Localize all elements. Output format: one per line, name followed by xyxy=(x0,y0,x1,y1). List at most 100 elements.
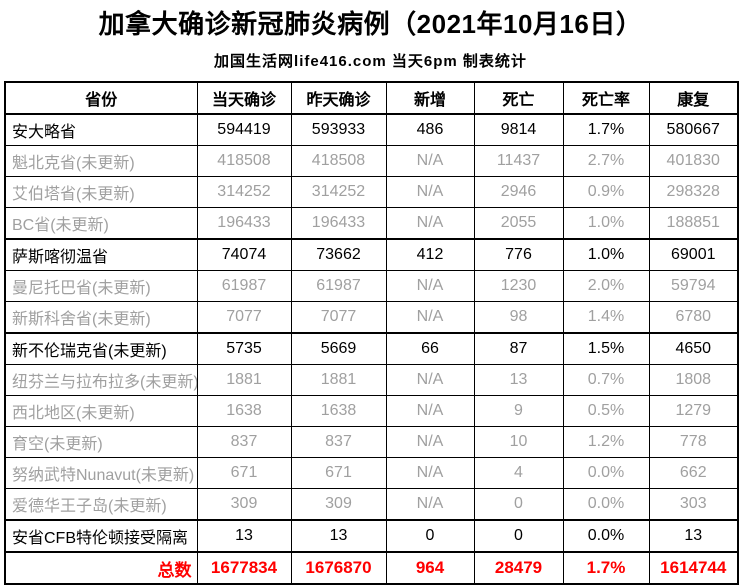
value-cell: 0.0% xyxy=(562,519,650,553)
value-cell: 2.0% xyxy=(562,270,650,302)
table-row: BC省(未更新) 196433 196433 N/A 2055 1.0% 188851 xyxy=(4,207,739,240)
value-cell: 61987 xyxy=(196,270,292,302)
value-cell: 59794 xyxy=(648,270,739,302)
value-cell: 580667 xyxy=(648,113,739,146)
column-header-4: 死亡 xyxy=(473,81,564,115)
value-cell: 1677834 xyxy=(196,551,292,585)
value-cell: N/A xyxy=(385,176,475,208)
value-cell: 298328 xyxy=(648,176,739,208)
table-row: 魁北克省(未更新) 418508 418508 N/A 11437 2.7% 401830 xyxy=(4,145,739,177)
value-cell: N/A xyxy=(385,364,475,396)
table-row: 艾伯塔省(未更新) 314252 314252 N/A 2946 0.9% 298328 xyxy=(4,176,739,208)
province-cell: 魁北克省(未更新) xyxy=(4,145,198,177)
province-cell: 新斯科舍省(未更新) xyxy=(4,301,198,334)
column-header-1: 当天确诊 xyxy=(196,81,292,115)
value-cell: 1614744 xyxy=(648,551,739,585)
value-cell: 4650 xyxy=(648,332,739,365)
value-cell: 1.7% xyxy=(562,113,650,146)
value-cell: 1676870 xyxy=(290,551,387,585)
value-cell: 1.4% xyxy=(562,301,650,334)
column-header-6: 康复 xyxy=(648,81,739,115)
value-cell: N/A xyxy=(385,395,475,427)
page-subtitle: 加国生活网life416.com 当天6pm 制表统计 xyxy=(214,53,527,70)
province-cell: 艾伯塔省(未更新) xyxy=(4,176,198,208)
value-cell: 486 xyxy=(385,113,475,146)
table-row: 新不伦瑞克省(未更新) 5735 5669 66 87 1.5% 4650 xyxy=(4,332,739,365)
value-cell: 314252 xyxy=(196,176,292,208)
table-body: 安大略省 594419 593933 486 9814 1.7% 580667 魁北克省(未更… xyxy=(4,113,739,585)
province-cell: 西北地区(未更新) xyxy=(4,395,198,427)
value-cell: 61987 xyxy=(290,270,387,302)
value-cell: 7077 xyxy=(196,301,292,334)
table-row: 安大略省 594419 593933 486 9814 1.7% 580667 xyxy=(4,113,739,146)
value-cell: 1881 xyxy=(196,364,292,396)
value-cell: 776 xyxy=(473,238,564,271)
value-cell: 0.7% xyxy=(562,364,650,396)
value-cell: 1230 xyxy=(473,270,564,302)
value-cell: 964 xyxy=(385,551,475,585)
province-cell: 安省CFB特伦顿接受隔离 xyxy=(4,519,198,553)
value-cell: 0 xyxy=(473,519,564,553)
value-cell: 594419 xyxy=(196,113,292,146)
value-cell: 4 xyxy=(473,457,564,489)
province-cell: 曼尼托巴省(未更新) xyxy=(4,270,198,302)
table-row: 新斯科舍省(未更新) 7077 7077 N/A 98 1.4% 6780 xyxy=(4,301,739,334)
value-cell: 74074 xyxy=(196,238,292,271)
column-header-0: 省份 xyxy=(4,81,198,115)
value-cell: 13 xyxy=(196,519,292,553)
value-cell: 418508 xyxy=(196,145,292,177)
value-cell: 10 xyxy=(473,426,564,458)
column-header-2: 昨天确诊 xyxy=(290,81,387,115)
table-header-row: 省份 当天确诊 昨天确诊 新增 死亡 死亡率 康复 xyxy=(4,81,739,115)
table-row: 育空(未更新) 837 837 N/A 10 1.2% 778 xyxy=(4,426,739,458)
value-cell: 2.7% xyxy=(562,145,650,177)
value-cell: 0.0% xyxy=(562,457,650,489)
table-row: 西北地区(未更新) 1638 1638 N/A 9 0.5% 1279 xyxy=(4,395,739,427)
value-cell: 1.0% xyxy=(562,238,650,271)
value-cell: 401830 xyxy=(648,145,739,177)
total-row: 总数 1677834 1676870 964 28479 1.7% 1614744 xyxy=(4,551,739,585)
value-cell: 837 xyxy=(196,426,292,458)
value-cell: 69001 xyxy=(648,238,739,271)
value-cell: 0.5% xyxy=(562,395,650,427)
value-cell: 309 xyxy=(290,488,387,521)
value-cell: 98 xyxy=(473,301,564,334)
value-cell: 87 xyxy=(473,332,564,365)
value-cell: 13 xyxy=(648,519,739,553)
value-cell: 5735 xyxy=(196,332,292,365)
value-cell: 196433 xyxy=(290,207,387,240)
table-row: 爱德华王子岛(未更新) 309 309 N/A 0 0.0% 303 xyxy=(4,488,739,521)
value-cell: 671 xyxy=(196,457,292,489)
value-cell: N/A xyxy=(385,457,475,489)
table-row: 努纳武特Nunavut(未更新) 671 671 N/A 4 0.0% 662 xyxy=(4,457,739,489)
value-cell: 314252 xyxy=(290,176,387,208)
table-row: 曼尼托巴省(未更新) 61987 61987 N/A 1230 2.0% 59794 xyxy=(4,270,739,302)
province-cell: 安大略省 xyxy=(4,113,198,146)
page-title: 加拿大确诊新冠肺炎病例（2021年10月16日） xyxy=(98,9,643,39)
value-cell: 1.5% xyxy=(562,332,650,365)
value-cell: 13 xyxy=(290,519,387,553)
value-cell: 2055 xyxy=(473,207,564,240)
province-cell: 爱德华王子岛(未更新) xyxy=(4,488,198,521)
province-cell: 总数 xyxy=(4,551,198,585)
province-cell: 育空(未更新) xyxy=(4,426,198,458)
value-cell: 1638 xyxy=(196,395,292,427)
value-cell: N/A xyxy=(385,488,475,521)
value-cell: N/A xyxy=(385,270,475,302)
province-cell: 纽芬兰与拉布拉多(未更新) xyxy=(4,364,198,396)
table-row: 安省CFB特伦顿接受隔离 13 13 0 0 0.0% 13 xyxy=(4,519,739,553)
value-cell: N/A xyxy=(385,207,475,240)
value-cell: 303 xyxy=(648,488,739,521)
value-cell: 1.7% xyxy=(562,551,650,585)
value-cell: 778 xyxy=(648,426,739,458)
value-cell: 412 xyxy=(385,238,475,271)
province-cell: BC省(未更新) xyxy=(4,207,198,240)
value-cell: 0 xyxy=(473,488,564,521)
value-cell: 9 xyxy=(473,395,564,427)
table-row: 纽芬兰与拉布拉多(未更新) 1881 1881 N/A 13 0.7% 1808 xyxy=(4,364,739,396)
value-cell: 662 xyxy=(648,457,739,489)
value-cell: 0.0% xyxy=(562,488,650,521)
value-cell: 1808 xyxy=(648,364,739,396)
value-cell: N/A xyxy=(385,145,475,177)
